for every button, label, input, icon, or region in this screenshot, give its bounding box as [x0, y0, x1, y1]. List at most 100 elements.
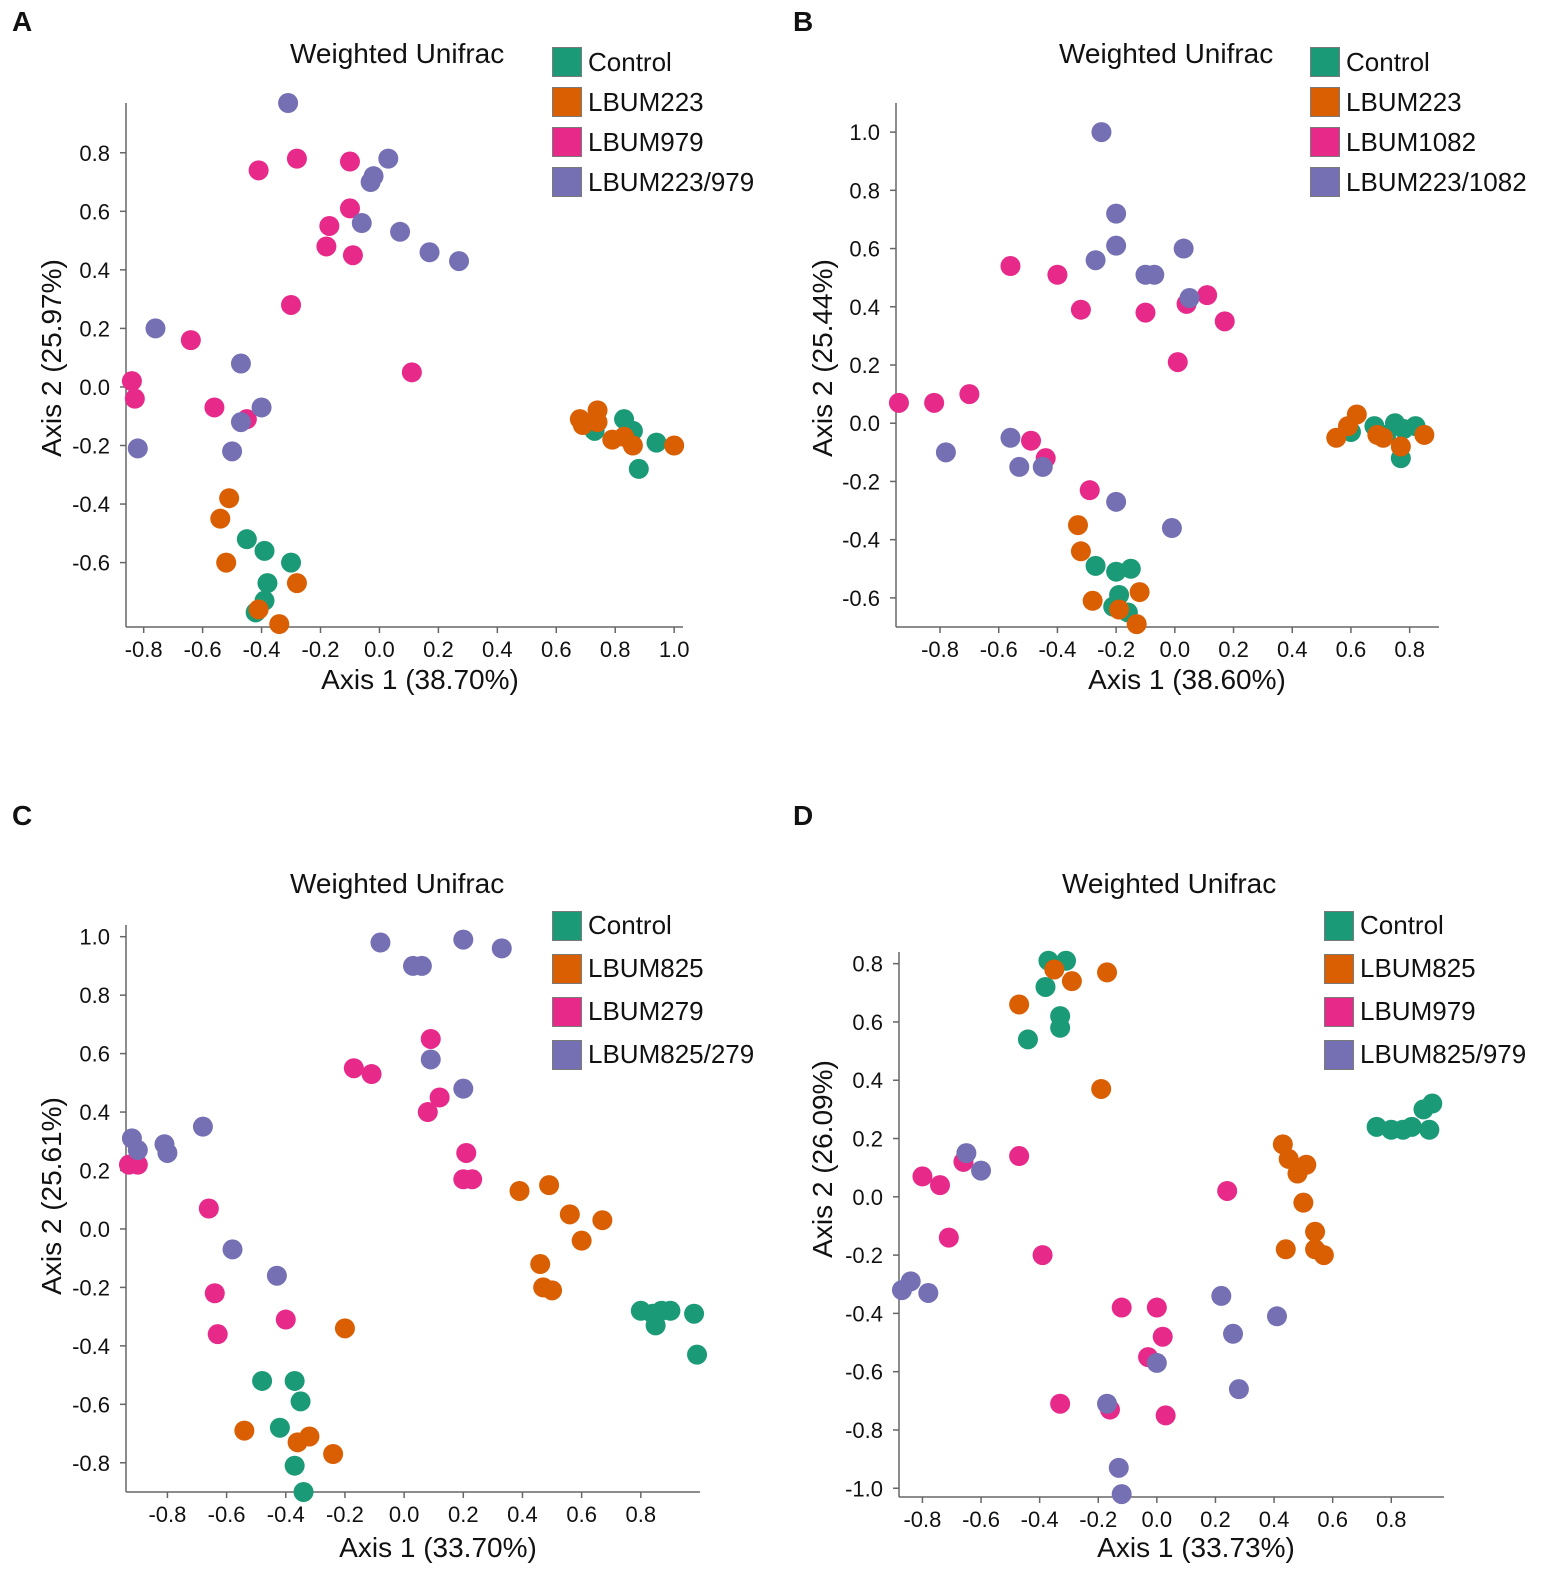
legend-label: LBUM223	[588, 86, 704, 117]
data-point	[888, 392, 909, 413]
data-point	[1106, 491, 1127, 512]
data-point	[316, 236, 337, 257]
legend-item: LBUM279	[552, 990, 754, 1033]
data-point	[1173, 238, 1194, 259]
x-tick-label: -0.2	[1097, 637, 1135, 662]
legend-item: Control	[552, 904, 754, 947]
legend-item: LBUM825	[552, 947, 754, 990]
y-tick-label: -0.4	[72, 492, 110, 517]
data-point	[1126, 614, 1147, 635]
series-lbum825	[234, 1175, 613, 1465]
data-point	[192, 1116, 213, 1137]
panel-d: -0.8 -0.6 -0.4 -0.2 0.0 0.2 0.4 0.6 0.8 -1.0 -0.8-…	[781, 794, 1562, 1587]
x-tick-label: 0.0	[1160, 637, 1191, 662]
y-tick-label: -0.8	[845, 1418, 883, 1443]
y-tick-label: -1.0	[845, 1476, 883, 1501]
series-lbum979	[912, 1146, 1238, 1426]
panel-c: -0.8 -0.6 -0.4 -0.2 0.0 0.2 0.4 0.6 0.8 -0.8 -0.6-…	[0, 794, 781, 1587]
x-tick-label: -0.8	[125, 637, 163, 662]
legend-item: LBUM223	[1310, 82, 1527, 122]
series-lbum223	[210, 400, 685, 635]
data-point	[453, 929, 474, 950]
data-point	[1144, 264, 1165, 285]
y-tick-label: -0.2	[845, 1243, 883, 1268]
data-point	[646, 432, 667, 453]
panel-letter: D	[793, 800, 814, 831]
y-axis-label: Axis 2 (26.09%)	[807, 1060, 838, 1258]
data-point	[323, 1444, 344, 1465]
legend-label: Control	[588, 910, 672, 940]
x-tick-label: -0.4	[1021, 1507, 1059, 1532]
data-point	[275, 1309, 296, 1330]
data-point	[587, 412, 608, 433]
series-lbum223-979	[127, 93, 470, 462]
y-tick-label: -0.4	[845, 1301, 883, 1326]
y-axis-label: Axis 2 (25.44%)	[807, 259, 838, 457]
legend-item: Control	[1310, 42, 1527, 82]
data-point	[290, 1391, 311, 1412]
scatter-plot: -0.8 -0.6 -0.4 -0.2 0.0 0.2 0.4 0.6 0.8-0.8-0.6-…	[72, 925, 708, 1527]
y-tick-label: -0.6	[72, 1392, 110, 1417]
data-point	[1111, 1297, 1132, 1318]
data-point	[1305, 1221, 1326, 1242]
data-point	[254, 540, 275, 561]
legend-swatch	[552, 910, 582, 941]
data-point	[971, 1160, 992, 1181]
data-point	[1414, 424, 1435, 445]
data-point	[1120, 558, 1141, 579]
data-point	[1228, 1379, 1249, 1400]
data-point	[234, 1420, 255, 1441]
legend-swatch	[552, 47, 582, 77]
series-lbum825-279	[121, 929, 512, 1286]
scatter-plot: -0.8 -0.6 -0.4 -0.2 0.0 0.2 0.4 0.6 0.8-1.0-0.8-…	[845, 950, 1444, 1532]
data-point	[1296, 1154, 1317, 1175]
legend-item: LBUM825/279	[552, 1033, 754, 1076]
data-point	[924, 392, 945, 413]
data-point	[1017, 1029, 1038, 1050]
x-tick-label: -0.2	[1079, 1507, 1117, 1532]
legend-item: LBUM825/979	[1324, 1033, 1526, 1076]
data-point	[319, 215, 340, 236]
x-tick-label: -0.6	[980, 637, 1018, 662]
data-point	[1061, 971, 1082, 992]
series-lbum979	[121, 148, 422, 430]
data-point	[687, 1344, 708, 1365]
data-point	[664, 435, 685, 456]
data-point	[1155, 1405, 1176, 1426]
data-point	[1111, 1484, 1132, 1505]
legend-item: Control	[552, 42, 754, 82]
legend-swatch	[1310, 127, 1340, 157]
data-point	[419, 242, 440, 263]
data-point	[293, 1482, 314, 1502]
data-point	[1106, 235, 1127, 256]
legend-swatch	[1324, 996, 1354, 1027]
chart-title: Weighted Unifrac	[290, 38, 505, 69]
legend-label: LBUM979	[1360, 996, 1476, 1026]
legend-label: LBUM223	[1346, 86, 1462, 117]
legend-swatch	[552, 87, 582, 117]
data-point	[248, 599, 269, 620]
data-point	[956, 1143, 977, 1164]
x-tick-label: 0.0	[389, 1502, 420, 1527]
x-tick-label: -0.4	[1038, 637, 1076, 662]
data-point	[378, 148, 399, 169]
data-point	[180, 330, 201, 351]
data-point	[1082, 590, 1103, 611]
legend: Control LBUM825 LBUM279 LBUM825/279	[552, 904, 754, 1076]
x-tick-label: 0.8	[1394, 637, 1425, 662]
series-lbum825-979	[891, 1143, 1287, 1505]
x-tick-label: 0.2	[448, 1502, 479, 1527]
data-point	[121, 371, 142, 392]
data-point	[360, 172, 381, 193]
data-point	[284, 1370, 305, 1391]
y-tick-label: 0.4	[79, 258, 110, 283]
data-point	[420, 1049, 441, 1070]
x-tick-label: -0.6	[962, 1507, 1000, 1532]
x-axis-label: Axis 1 (38.60%)	[1088, 664, 1286, 695]
x-tick-label: 0.4	[1277, 637, 1308, 662]
data-point	[370, 932, 391, 953]
x-tick-label: 0.6	[541, 637, 572, 662]
x-axis-label: Axis 1 (33.73%)	[1097, 1532, 1295, 1563]
data-point	[1419, 1119, 1440, 1140]
x-tick-label: 0.0	[364, 637, 395, 662]
